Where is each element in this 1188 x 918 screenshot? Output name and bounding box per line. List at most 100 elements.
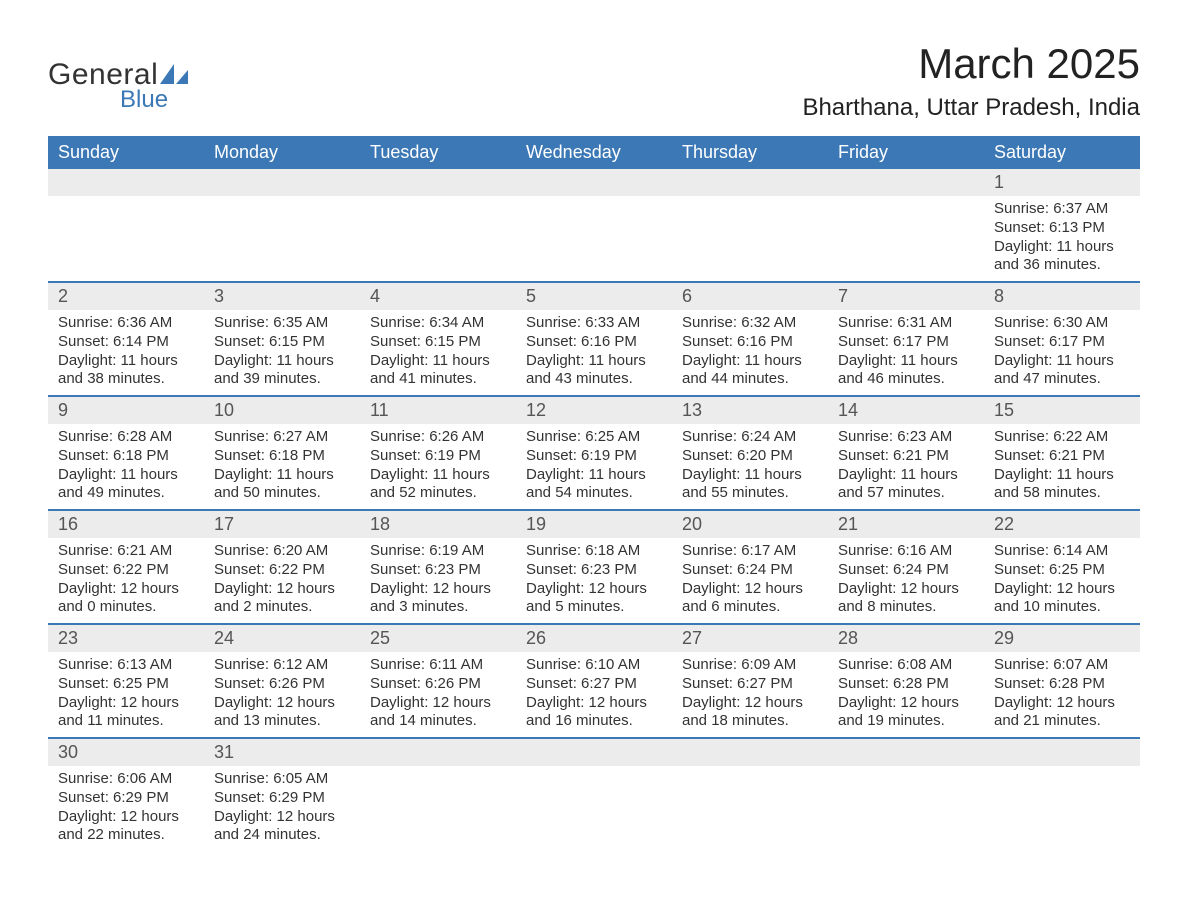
day-daylight2: and 55 minutes. (682, 484, 818, 503)
day-body: Sunrise: 6:05 AMSunset: 6:29 PMDaylight:… (204, 766, 360, 851)
day-body: Sunrise: 6:13 AMSunset: 6:25 PMDaylight:… (48, 652, 204, 737)
day-daylight2: and 57 minutes. (838, 484, 974, 503)
day-cell: 21Sunrise: 6:16 AMSunset: 6:24 PMDayligh… (828, 511, 984, 623)
day-daylight1: Daylight: 11 hours (682, 466, 818, 485)
day-body: Sunrise: 6:07 AMSunset: 6:28 PMDaylight:… (984, 652, 1140, 737)
day-daylight1: Daylight: 12 hours (214, 694, 350, 713)
day-cell (828, 169, 984, 281)
weekday-label: Friday (828, 136, 984, 169)
weekday-header-row: SundayMondayTuesdayWednesdayThursdayFrid… (48, 136, 1140, 169)
day-cell: 20Sunrise: 6:17 AMSunset: 6:24 PMDayligh… (672, 511, 828, 623)
day-body: Sunrise: 6:33 AMSunset: 6:16 PMDaylight:… (516, 310, 672, 395)
day-daylight2: and 41 minutes. (370, 370, 506, 389)
day-cell: 12Sunrise: 6:25 AMSunset: 6:19 PMDayligh… (516, 397, 672, 509)
day-cell (516, 169, 672, 281)
day-sunset: Sunset: 6:20 PM (682, 447, 818, 466)
day-cell: 4Sunrise: 6:34 AMSunset: 6:15 PMDaylight… (360, 283, 516, 395)
day-number: 25 (360, 625, 516, 652)
day-body: Sunrise: 6:08 AMSunset: 6:28 PMDaylight:… (828, 652, 984, 737)
day-number (360, 169, 516, 196)
day-number: 29 (984, 625, 1140, 652)
day-daylight2: and 36 minutes. (994, 256, 1130, 275)
day-number: 16 (48, 511, 204, 538)
day-number (516, 169, 672, 196)
day-body: Sunrise: 6:35 AMSunset: 6:15 PMDaylight:… (204, 310, 360, 395)
day-sunrise: Sunrise: 6:34 AM (370, 314, 506, 333)
day-sunset: Sunset: 6:29 PM (214, 789, 350, 808)
day-cell: 27Sunrise: 6:09 AMSunset: 6:27 PMDayligh… (672, 625, 828, 737)
day-body (984, 766, 1140, 776)
day-number: 3 (204, 283, 360, 310)
day-body: Sunrise: 6:27 AMSunset: 6:18 PMDaylight:… (204, 424, 360, 509)
day-number: 1 (984, 169, 1140, 196)
day-cell: 14Sunrise: 6:23 AMSunset: 6:21 PMDayligh… (828, 397, 984, 509)
week-row: 2Sunrise: 6:36 AMSunset: 6:14 PMDaylight… (48, 281, 1140, 395)
day-number: 17 (204, 511, 360, 538)
day-daylight2: and 46 minutes. (838, 370, 974, 389)
day-cell: 24Sunrise: 6:12 AMSunset: 6:26 PMDayligh… (204, 625, 360, 737)
day-cell: 10Sunrise: 6:27 AMSunset: 6:18 PMDayligh… (204, 397, 360, 509)
day-number: 5 (516, 283, 672, 310)
day-body: Sunrise: 6:22 AMSunset: 6:21 PMDaylight:… (984, 424, 1140, 509)
day-cell: 17Sunrise: 6:20 AMSunset: 6:22 PMDayligh… (204, 511, 360, 623)
day-cell: 25Sunrise: 6:11 AMSunset: 6:26 PMDayligh… (360, 625, 516, 737)
day-daylight1: Daylight: 11 hours (994, 352, 1130, 371)
day-cell: 18Sunrise: 6:19 AMSunset: 6:23 PMDayligh… (360, 511, 516, 623)
day-daylight2: and 38 minutes. (58, 370, 194, 389)
day-number: 15 (984, 397, 1140, 424)
day-sunrise: Sunrise: 6:32 AM (682, 314, 818, 333)
day-sunset: Sunset: 6:24 PM (682, 561, 818, 580)
day-daylight1: Daylight: 12 hours (994, 694, 1130, 713)
day-sunset: Sunset: 6:24 PM (838, 561, 974, 580)
day-cell: 8Sunrise: 6:30 AMSunset: 6:17 PMDaylight… (984, 283, 1140, 395)
day-cell: 19Sunrise: 6:18 AMSunset: 6:23 PMDayligh… (516, 511, 672, 623)
day-body: Sunrise: 6:23 AMSunset: 6:21 PMDaylight:… (828, 424, 984, 509)
day-daylight1: Daylight: 12 hours (994, 580, 1130, 599)
day-daylight1: Daylight: 12 hours (214, 808, 350, 827)
day-number: 9 (48, 397, 204, 424)
day-daylight2: and 13 minutes. (214, 712, 350, 731)
weekday-label: Sunday (48, 136, 204, 169)
day-cell (48, 169, 204, 281)
day-sunrise: Sunrise: 6:07 AM (994, 656, 1130, 675)
day-daylight1: Daylight: 11 hours (58, 352, 194, 371)
day-sunrise: Sunrise: 6:12 AM (214, 656, 350, 675)
day-number: 30 (48, 739, 204, 766)
day-daylight1: Daylight: 11 hours (214, 352, 350, 371)
header: General Blue March 2025 Bharthana, Uttar… (48, 40, 1140, 122)
day-body (360, 766, 516, 776)
day-sunrise: Sunrise: 6:14 AM (994, 542, 1130, 561)
day-body (672, 766, 828, 776)
day-cell: 6Sunrise: 6:32 AMSunset: 6:16 PMDaylight… (672, 283, 828, 395)
day-number (204, 169, 360, 196)
day-sunrise: Sunrise: 6:28 AM (58, 428, 194, 447)
day-daylight1: Daylight: 12 hours (370, 694, 506, 713)
day-daylight2: and 24 minutes. (214, 826, 350, 845)
day-number: 10 (204, 397, 360, 424)
day-sunrise: Sunrise: 6:36 AM (58, 314, 194, 333)
day-daylight2: and 5 minutes. (526, 598, 662, 617)
day-number: 26 (516, 625, 672, 652)
day-cell (672, 169, 828, 281)
day-daylight2: and 16 minutes. (526, 712, 662, 731)
day-number (672, 739, 828, 766)
week-row: 30Sunrise: 6:06 AMSunset: 6:29 PMDayligh… (48, 737, 1140, 851)
day-daylight1: Daylight: 12 hours (370, 580, 506, 599)
day-body: Sunrise: 6:19 AMSunset: 6:23 PMDaylight:… (360, 538, 516, 623)
day-daylight1: Daylight: 12 hours (682, 694, 818, 713)
day-daylight2: and 11 minutes. (58, 712, 194, 731)
day-sunset: Sunset: 6:18 PM (58, 447, 194, 466)
day-cell: 11Sunrise: 6:26 AMSunset: 6:19 PMDayligh… (360, 397, 516, 509)
day-daylight2: and 39 minutes. (214, 370, 350, 389)
day-sunrise: Sunrise: 6:08 AM (838, 656, 974, 675)
day-number: 28 (828, 625, 984, 652)
day-daylight2: and 18 minutes. (682, 712, 818, 731)
day-cell (516, 739, 672, 851)
day-sunrise: Sunrise: 6:35 AM (214, 314, 350, 333)
day-sunrise: Sunrise: 6:31 AM (838, 314, 974, 333)
day-number: 13 (672, 397, 828, 424)
day-cell: 3Sunrise: 6:35 AMSunset: 6:15 PMDaylight… (204, 283, 360, 395)
day-number: 20 (672, 511, 828, 538)
day-body: Sunrise: 6:10 AMSunset: 6:27 PMDaylight:… (516, 652, 672, 737)
day-sunrise: Sunrise: 6:33 AM (526, 314, 662, 333)
